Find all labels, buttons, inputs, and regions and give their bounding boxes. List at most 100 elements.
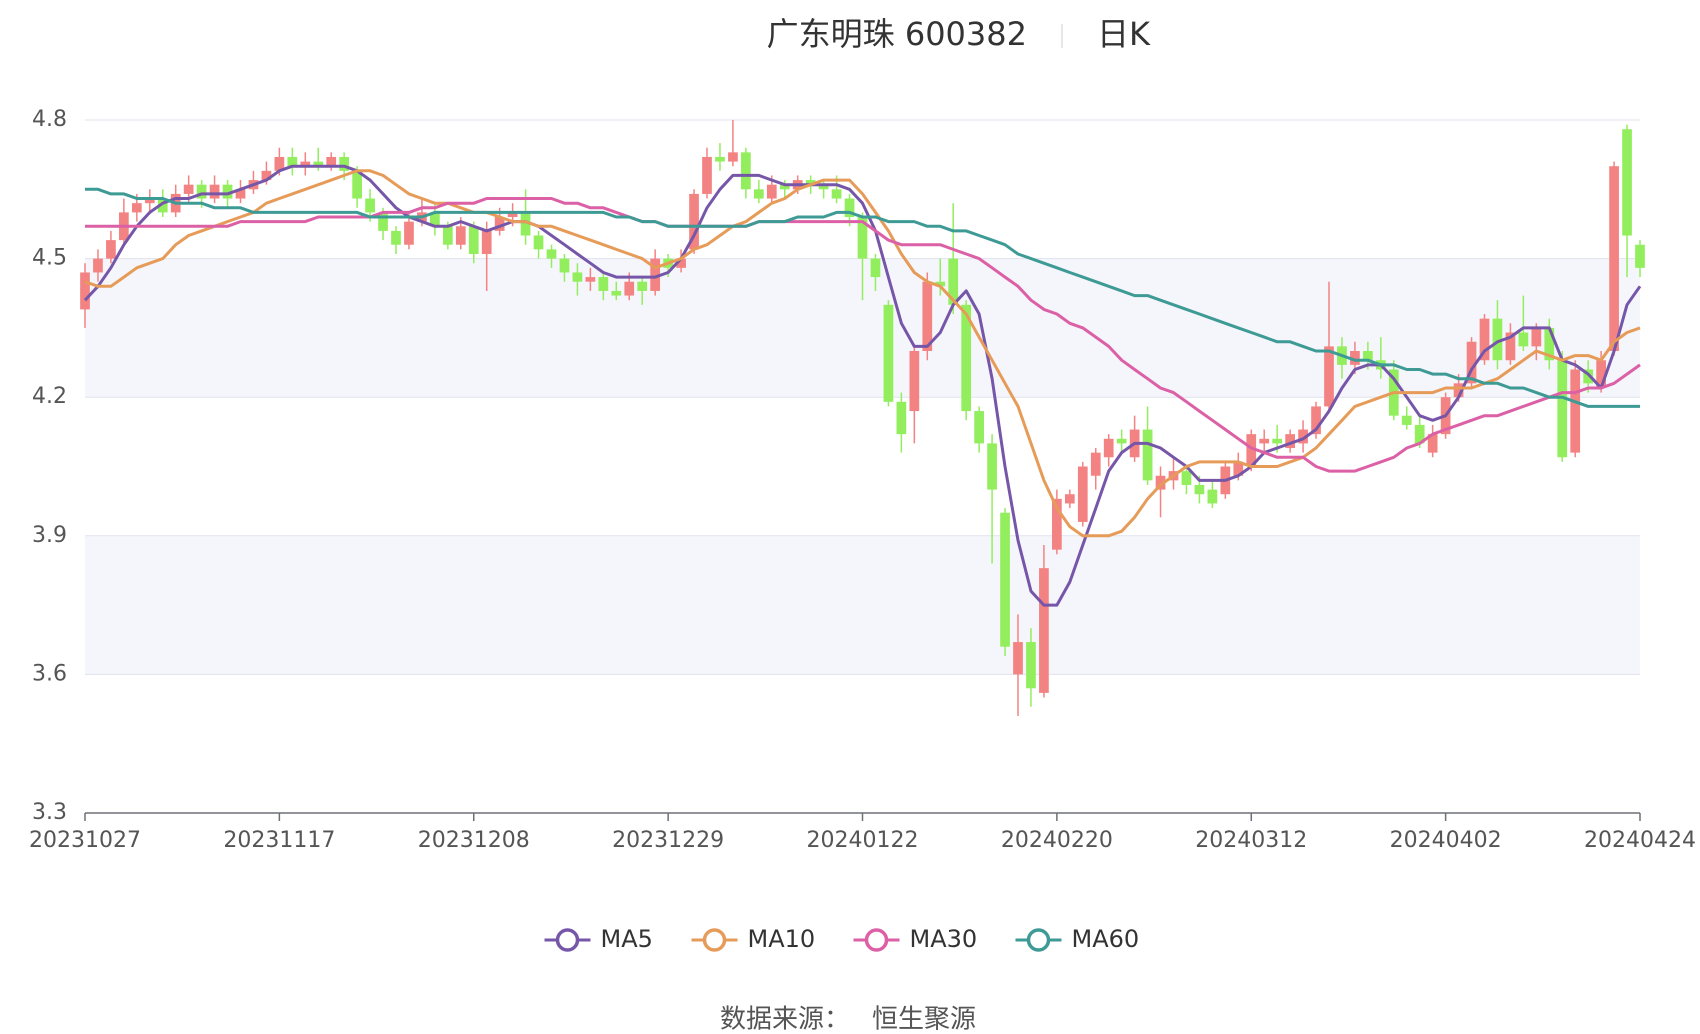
candle-body <box>922 281 933 351</box>
candle-body <box>896 401 907 435</box>
candle-body <box>753 189 764 199</box>
candle-body <box>948 258 959 305</box>
candle-body <box>766 184 777 199</box>
y-tick-label: 3.3 <box>32 800 67 825</box>
candle-body <box>93 258 103 273</box>
source-label: 数据来源： <box>720 1005 850 1034</box>
legend-marker <box>864 928 889 952</box>
candle-body <box>222 184 233 199</box>
legend-item: MA60 <box>1015 925 1140 953</box>
candle-body <box>1531 327 1542 347</box>
candle-body <box>404 221 414 245</box>
candle-body <box>779 184 790 190</box>
candle-body <box>637 281 648 291</box>
grid-band <box>85 535 1640 675</box>
candle-body <box>883 304 894 402</box>
candle-body <box>805 180 816 185</box>
legend-label: MA60 <box>1072 925 1140 953</box>
y-tick-label: 4.2 <box>32 384 67 409</box>
candle-body <box>1324 346 1334 407</box>
candle-body <box>352 170 362 199</box>
candle-body <box>144 198 155 204</box>
x-tick-label: 20231027 <box>29 828 141 853</box>
candle-body <box>728 152 738 162</box>
x-tick-label: 20240312 <box>1195 828 1307 853</box>
candle-body <box>689 193 699 250</box>
candle-body <box>1246 434 1257 467</box>
x-tick-label: 20240122 <box>807 828 919 853</box>
candle-body <box>1518 332 1529 347</box>
x-tick-label: 20240402 <box>1390 828 1502 853</box>
candle-body <box>261 170 272 181</box>
candle-body <box>131 203 142 213</box>
legend-item: MA30 <box>853 925 977 953</box>
candle-body <box>1622 129 1632 236</box>
candle-body <box>909 351 920 412</box>
candle-body <box>481 230 492 254</box>
candle-body <box>106 240 116 259</box>
candle-body <box>1414 424 1425 444</box>
candle-body <box>1026 642 1036 689</box>
candle-body <box>209 184 220 199</box>
candle-body <box>365 198 375 213</box>
candle-body <box>1064 494 1075 504</box>
legend-marker <box>555 928 580 952</box>
candle-body <box>974 411 984 444</box>
candle-body <box>650 258 661 291</box>
candle-body <box>702 156 712 194</box>
candle-body <box>1453 383 1464 398</box>
legend-label: MA10 <box>748 925 816 953</box>
candle-body <box>442 226 453 245</box>
candle-body <box>1298 429 1308 444</box>
candle-body <box>1505 332 1516 361</box>
legend-label: MA5 <box>601 925 653 953</box>
candle-body <box>235 189 246 199</box>
x-tick-label: 20231117 <box>223 828 335 853</box>
candle-body <box>494 217 505 231</box>
candle-body <box>507 212 518 218</box>
candle-body <box>1194 484 1205 495</box>
candle-body <box>1039 568 1049 693</box>
candle-body <box>831 189 842 199</box>
candle-body <box>546 249 557 259</box>
candle-body <box>1142 429 1153 481</box>
candle-body <box>455 226 466 245</box>
candle-body <box>715 156 725 162</box>
candle-body <box>391 230 401 245</box>
candle-body <box>1272 438 1283 444</box>
source: 恒生聚源 <box>872 1005 976 1034</box>
candle-body <box>611 290 622 296</box>
candle-body <box>430 212 440 227</box>
candle-body <box>1259 438 1270 444</box>
candle-body <box>1116 438 1127 444</box>
candle-body <box>1285 434 1295 449</box>
candle-body <box>585 277 596 282</box>
x-tick-label: 20240220 <box>1001 828 1113 853</box>
candle-body <box>378 212 388 231</box>
candle-body <box>1090 452 1101 476</box>
y-tick-label: 4.8 <box>32 107 67 132</box>
candle-body <box>1609 166 1619 351</box>
candle-body <box>1363 351 1373 361</box>
ma-line <box>85 197 1641 473</box>
ma-line <box>84 169 1641 538</box>
candle-body <box>844 198 855 218</box>
candle-body <box>559 258 570 273</box>
candle-body <box>1207 489 1218 504</box>
candle-body <box>1583 369 1594 384</box>
candle-body <box>274 156 285 171</box>
candle-body <box>624 281 635 296</box>
legend-item: MA5 <box>544 925 653 953</box>
candle-body <box>1233 461 1244 476</box>
candle-body <box>1544 327 1555 361</box>
legend-item: MA10 <box>691 925 816 953</box>
candle-body <box>533 235 544 250</box>
candle-body <box>339 156 350 171</box>
candle-body <box>1570 369 1581 453</box>
candle-body <box>326 156 337 167</box>
candle-body <box>157 198 168 213</box>
candle-body <box>1492 318 1503 361</box>
legend-marker <box>702 928 727 952</box>
candle-body <box>1181 471 1192 485</box>
